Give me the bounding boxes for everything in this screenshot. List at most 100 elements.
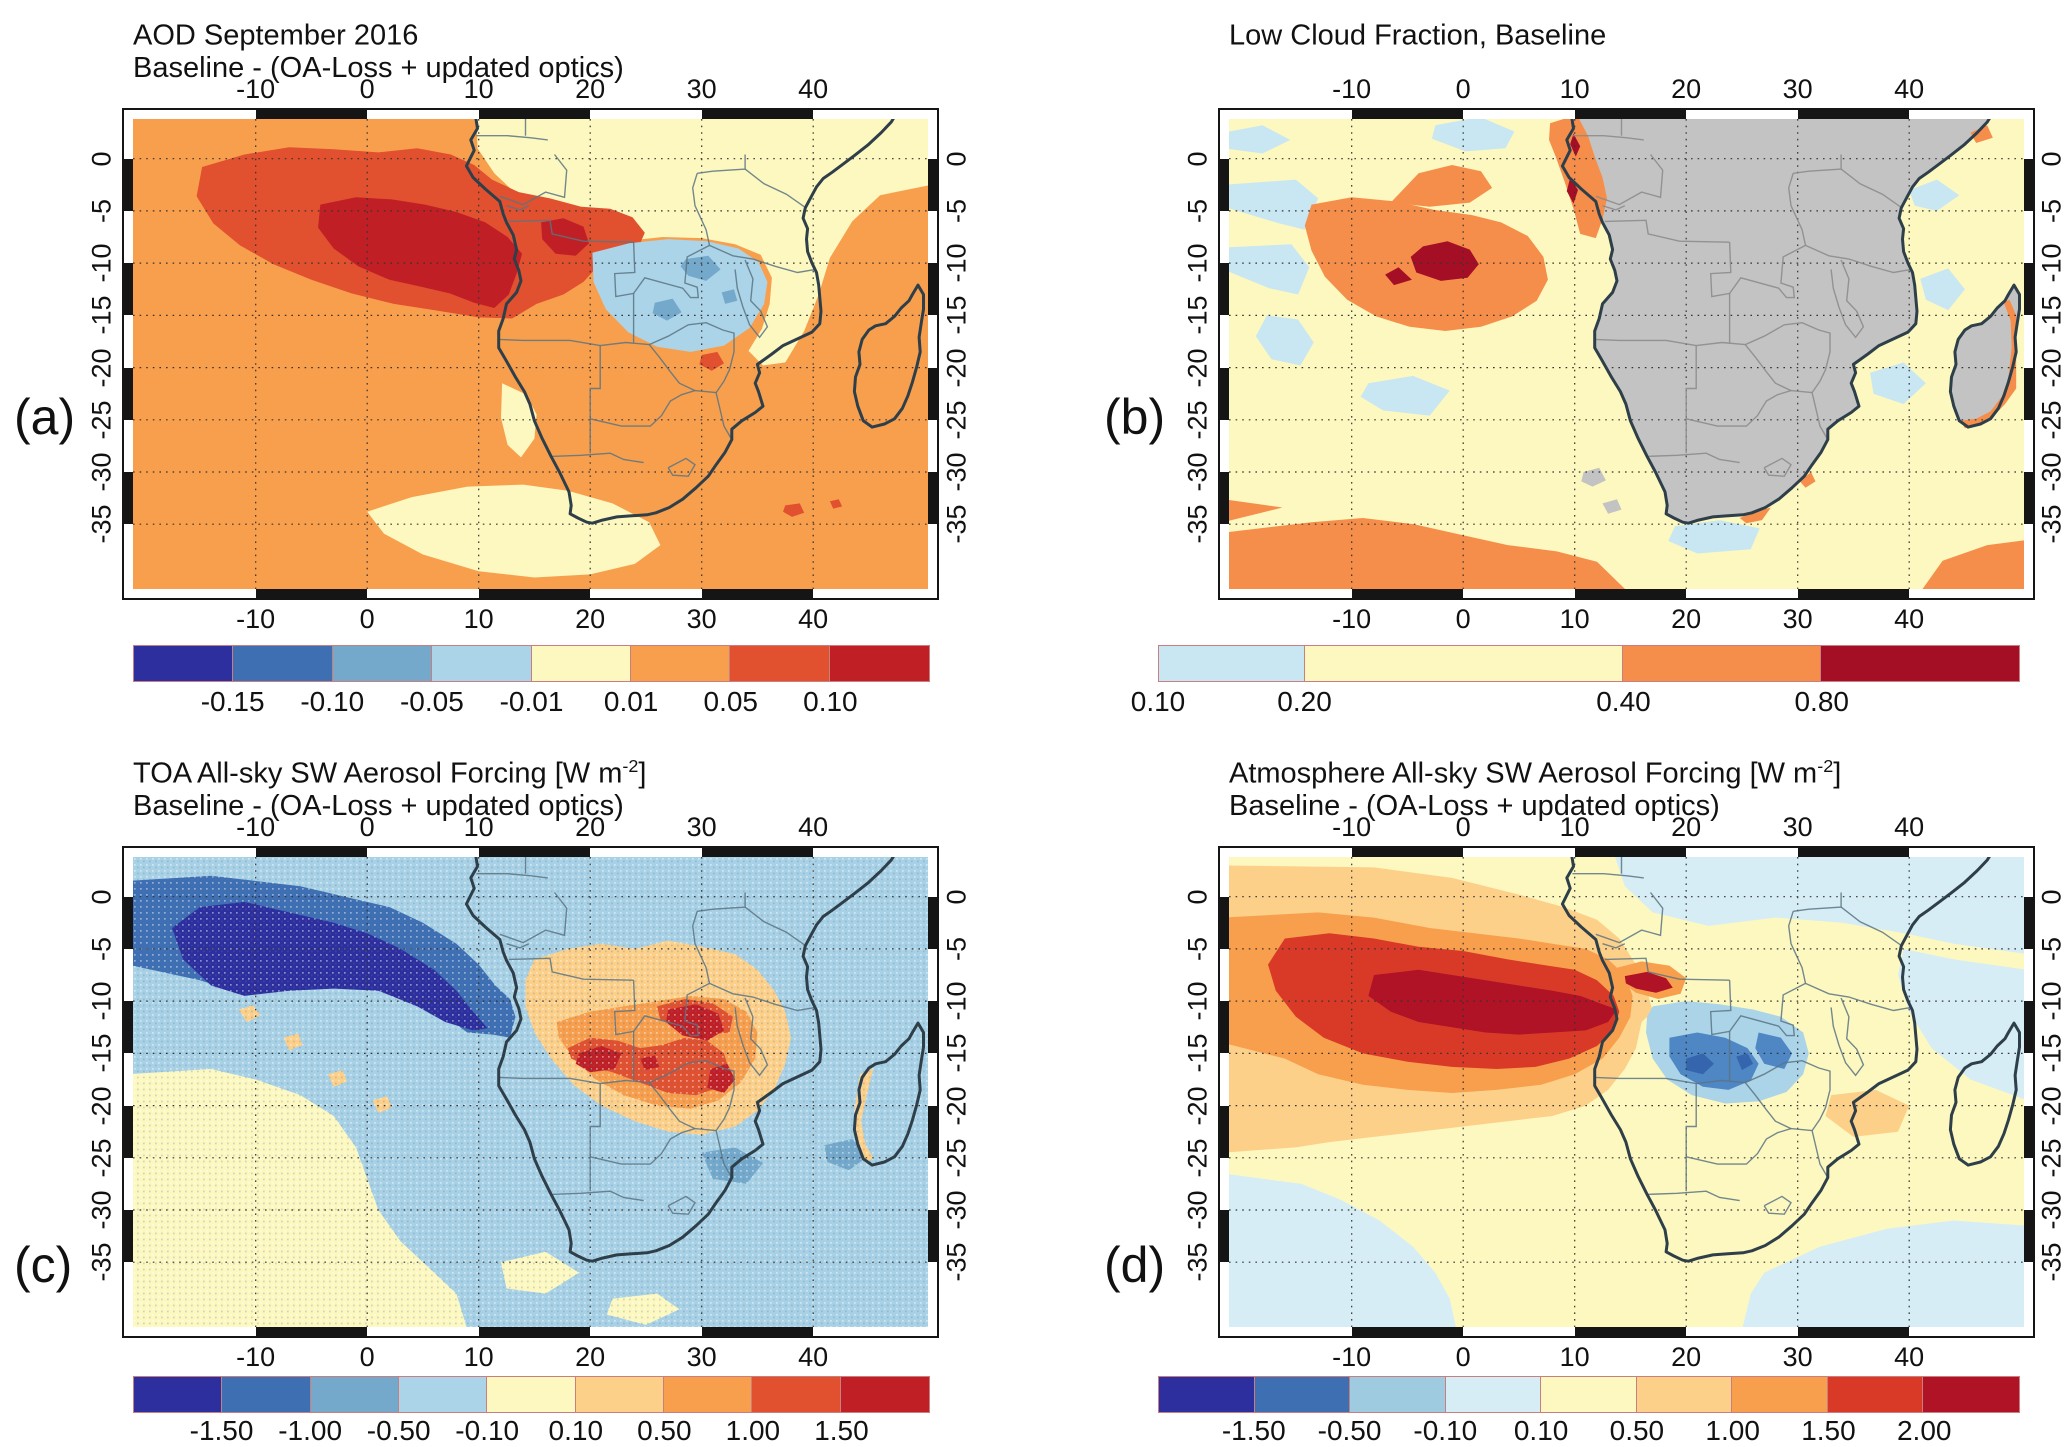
frame-tick-right bbox=[928, 472, 937, 524]
y-axis-right-labels: 0-5-10-15-20-25-30-35 bbox=[941, 846, 973, 1338]
colorbar-segment bbox=[1305, 646, 1623, 681]
frame-tick-bottom bbox=[256, 1327, 368, 1336]
frame-tick-left bbox=[124, 263, 133, 315]
colorbar-tick-label: -1.50 bbox=[1222, 1415, 1286, 1447]
y-tick-label: -25 bbox=[2037, 1138, 2067, 1177]
colorbar-segment bbox=[1541, 1377, 1637, 1412]
y-tick-label: -25 bbox=[1183, 1138, 1214, 1177]
title-line1-end: ] bbox=[1833, 758, 1841, 790]
colorbar-segment bbox=[1350, 1377, 1446, 1412]
title-line1: AOD September 2016 bbox=[133, 20, 418, 52]
frame-tick-top bbox=[1352, 848, 1464, 857]
frame-tick-left bbox=[1220, 1106, 1229, 1158]
x-tick-label: 20 bbox=[575, 604, 605, 635]
x-tick-label: 40 bbox=[1894, 1342, 1924, 1373]
y-tick-label: 0 bbox=[1183, 889, 1214, 904]
frame-tick-top bbox=[1352, 110, 1464, 119]
frame-tick-top bbox=[1798, 848, 1910, 857]
x-tick-label: 0 bbox=[360, 812, 375, 843]
y-tick-label: -25 bbox=[2037, 400, 2067, 439]
frame-tick-bottom bbox=[1798, 589, 1910, 598]
x-tick-label: 40 bbox=[798, 74, 828, 105]
frame-tick-left bbox=[1220, 1001, 1229, 1053]
frame-tick-bottom bbox=[702, 1327, 814, 1336]
x-tick-label: -10 bbox=[1332, 1342, 1371, 1373]
x-tick-label: 40 bbox=[798, 812, 828, 843]
x-tick-label: 30 bbox=[687, 604, 717, 635]
frame-tick-top bbox=[479, 110, 591, 119]
y-tick-label: -15 bbox=[87, 1034, 118, 1073]
x-tick-label: -10 bbox=[236, 1342, 275, 1373]
colorbar-tick-label: -0.05 bbox=[400, 686, 464, 718]
colorbar-segment bbox=[233, 646, 332, 681]
colorbar-segment bbox=[576, 1377, 664, 1412]
colorbar-segment bbox=[1637, 1377, 1733, 1412]
colorbar-segment bbox=[1255, 1377, 1351, 1412]
map-frame bbox=[122, 846, 939, 1338]
frame-tick-top bbox=[1575, 110, 1687, 119]
colorbar-tick-label: -0.50 bbox=[1318, 1415, 1382, 1447]
colorbar-segment bbox=[134, 1377, 222, 1412]
y-tick-label: -15 bbox=[1183, 296, 1214, 335]
colorbar-tick-label: 0.40 bbox=[1596, 686, 1651, 718]
x-tick-label: -10 bbox=[236, 74, 275, 105]
y-axis-left-labels: 0-5-10-15-20-25-30-35 bbox=[86, 108, 118, 600]
colorbar bbox=[1158, 645, 2020, 682]
x-tick-label: 20 bbox=[575, 1342, 605, 1373]
y-tick-label: -30 bbox=[942, 1190, 973, 1229]
x-tick-label: 0 bbox=[1456, 812, 1471, 843]
frame-tick-left bbox=[1220, 472, 1229, 524]
x-tick-label: 30 bbox=[1783, 812, 1813, 843]
frame-tick-left bbox=[1220, 263, 1229, 315]
y-tick-label: -35 bbox=[1183, 1243, 1214, 1282]
colorbar bbox=[133, 1376, 930, 1413]
y-tick-label: -25 bbox=[942, 1138, 973, 1177]
y-tick-label: -30 bbox=[87, 1190, 118, 1229]
frame-tick-bottom bbox=[1575, 1327, 1687, 1336]
y-tick-label: -35 bbox=[87, 1243, 118, 1282]
map-d bbox=[1229, 857, 2024, 1327]
x-tick-label: 40 bbox=[798, 1342, 828, 1373]
colorbar-segment bbox=[1923, 1377, 2019, 1412]
colorbar bbox=[1158, 1376, 2020, 1413]
x-tick-label: 10 bbox=[464, 1342, 494, 1373]
colorbar-tick-label: 0.05 bbox=[704, 686, 759, 718]
frame-tick-top bbox=[702, 848, 814, 857]
colorbar-tick-label: 0.50 bbox=[1610, 1415, 1665, 1447]
colorbar-segment bbox=[1828, 1377, 1924, 1412]
title-line1: TOA All-sky SW Aerosol Forcing [W m bbox=[133, 758, 622, 790]
x-tick-label: -10 bbox=[1332, 604, 1371, 635]
colorbar-tick-label: 0.10 bbox=[1131, 686, 1186, 718]
y-tick-label: -15 bbox=[2037, 1034, 2067, 1073]
colorbar-tick-label: -0.50 bbox=[367, 1415, 431, 1447]
frame-tick-bottom bbox=[1352, 1327, 1464, 1336]
x-tick-label: 0 bbox=[1456, 74, 1471, 105]
y-tick-label: -5 bbox=[87, 199, 118, 223]
frame-tick-left bbox=[1220, 368, 1229, 420]
y-tick-label: -5 bbox=[87, 937, 118, 961]
y-tick-label: -10 bbox=[942, 244, 973, 283]
y-tick-label: -20 bbox=[87, 1086, 118, 1125]
y-tick-label: -5 bbox=[2037, 937, 2067, 961]
colorbar-tick-label: 0.20 bbox=[1277, 686, 1332, 718]
y-tick-label: -30 bbox=[2037, 1190, 2067, 1229]
colorbar-tick-label: 1.50 bbox=[814, 1415, 869, 1447]
colorbar-tick-label: -1.00 bbox=[278, 1415, 342, 1447]
colorbar-segment bbox=[730, 646, 829, 681]
y-tick-label: -10 bbox=[2037, 982, 2067, 1021]
map-frame bbox=[1218, 108, 2035, 600]
y-tick-label: -10 bbox=[1183, 244, 1214, 283]
y-tick-label: -15 bbox=[942, 1034, 973, 1073]
y-tick-label: -35 bbox=[2037, 1243, 2067, 1282]
y-tick-label: -35 bbox=[2037, 505, 2067, 544]
frame-tick-right bbox=[928, 1210, 937, 1262]
title-superscript: -2 bbox=[1817, 756, 1833, 776]
title-line1-end: ] bbox=[638, 758, 646, 790]
y-tick-label: -5 bbox=[2037, 199, 2067, 223]
frame-tick-bottom bbox=[1575, 589, 1687, 598]
panel-letter-c: (c) bbox=[14, 1236, 72, 1294]
frame-tick-top bbox=[1798, 110, 1910, 119]
